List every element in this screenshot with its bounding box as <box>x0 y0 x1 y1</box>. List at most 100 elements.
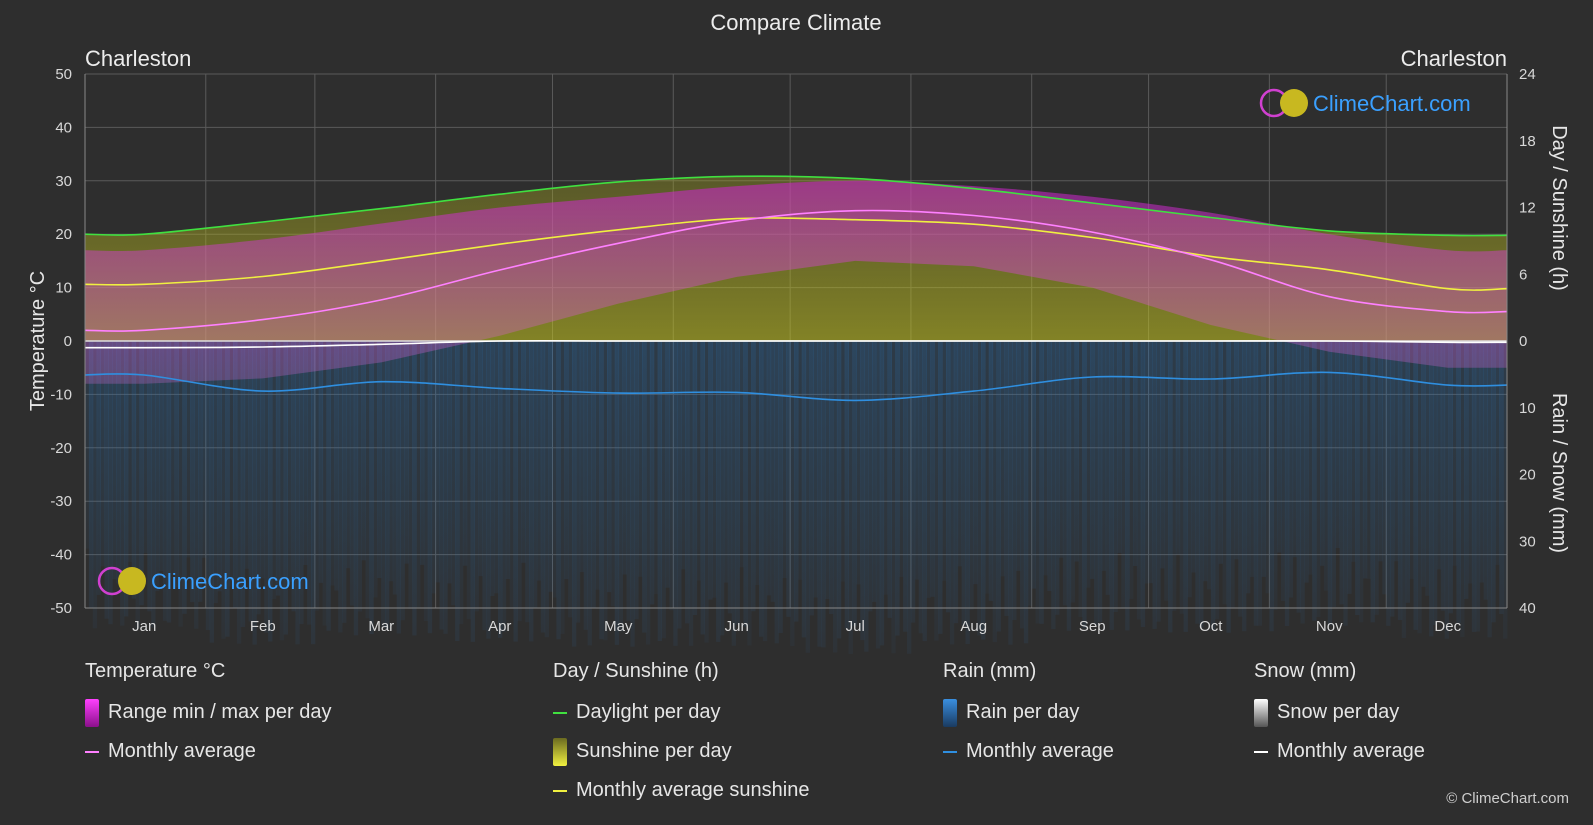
rain-bar <box>1433 341 1438 625</box>
rain-bar <box>934 341 939 641</box>
rain-bar <box>334 341 339 591</box>
rain-bar <box>260 341 265 579</box>
rain-bar <box>778 341 783 633</box>
chart-title: Compare Climate <box>710 10 881 35</box>
rain-bar <box>1168 341 1173 633</box>
rain-bar <box>1210 341 1216 631</box>
rain-bar <box>548 341 553 592</box>
rain-bar <box>759 341 764 637</box>
rain-bar <box>1456 341 1461 623</box>
rain-bar <box>860 341 865 641</box>
rain-bar <box>568 341 573 618</box>
rain-bar <box>953 341 959 624</box>
rain-bar <box>1261 341 1266 577</box>
temperature-range-band <box>85 180 1507 384</box>
rain-bar <box>116 341 121 584</box>
rain-bar <box>1218 341 1223 564</box>
rain-bar <box>1487 341 1492 638</box>
rain-bar <box>1020 341 1025 629</box>
rain-bar <box>677 341 682 629</box>
rain-bar <box>716 341 721 642</box>
rain-bar <box>833 341 838 653</box>
rain-bar <box>1421 341 1426 587</box>
temperature-range-area <box>85 180 1507 384</box>
rain-bar <box>564 341 569 580</box>
rain-bar <box>385 341 390 629</box>
rain-bar <box>868 341 873 612</box>
rain-bar <box>209 341 214 643</box>
y-left-tick-label: 0 <box>64 333 72 350</box>
rain-bar <box>194 341 199 629</box>
rain-bar <box>318 341 324 583</box>
legend-item-rain: Rain per day <box>943 693 1114 732</box>
snow-avg-line <box>84 339 1508 349</box>
rain-bar <box>599 341 604 640</box>
rain-bar <box>338 341 343 633</box>
rain-bar <box>1082 341 1087 629</box>
rain-bar <box>1059 341 1064 558</box>
rain-bar <box>498 341 503 638</box>
rain-bar <box>575 341 581 623</box>
rain-bar <box>973 341 978 585</box>
rain-bar <box>607 341 612 593</box>
sunshine-swatch <box>553 737 567 766</box>
rain-bar <box>486 341 491 639</box>
rain-bar <box>361 341 366 561</box>
rain-bar <box>1094 341 1099 626</box>
legend-item-snow: Snow per day <box>1254 693 1425 732</box>
rain-bar <box>377 341 382 578</box>
legend-rain: Rain (mm) Rain per day Monthly average <box>943 660 1114 771</box>
rain-bar <box>1308 341 1313 575</box>
rain-bar <box>159 341 164 571</box>
rain-bar <box>256 341 261 615</box>
rain-bar <box>353 341 359 636</box>
rain-bar <box>1269 341 1274 632</box>
rain-avg-line <box>84 371 1508 402</box>
rain-bar <box>1464 341 1469 599</box>
y-left-tick-label: -20 <box>50 440 72 457</box>
rain-bar <box>735 341 740 625</box>
rain-bar <box>104 341 109 619</box>
y-right-tick-label: 18 <box>1519 133 1536 150</box>
rain-bar <box>790 341 795 646</box>
rain-bar <box>1000 341 1005 577</box>
rain-bar <box>1401 341 1407 638</box>
rain-bar <box>264 341 269 633</box>
rain-bar <box>805 341 810 653</box>
legend-item-rain-avg: Monthly average <box>943 732 1114 771</box>
rain-bar <box>1366 341 1371 579</box>
rain-bar <box>416 341 421 609</box>
rain-bar <box>279 341 285 641</box>
rain-bar <box>1499 341 1504 614</box>
rain-bar <box>1078 341 1083 617</box>
rain-bar <box>957 341 962 567</box>
rain-bar <box>342 341 347 623</box>
rain-bar <box>899 341 904 577</box>
rain-bar <box>1187 341 1192 598</box>
rain-bar <box>455 341 460 641</box>
rain-bar <box>1452 341 1457 566</box>
rain-bar <box>685 341 690 624</box>
rain-bar <box>918 341 923 634</box>
rain-bar <box>1097 341 1103 622</box>
rain-bar <box>190 341 195 603</box>
rain-bar <box>1296 341 1301 613</box>
rain-bar <box>977 341 982 636</box>
rain-bar <box>147 341 152 612</box>
legend-heading: Snow (mm) <box>1254 660 1357 682</box>
rain-bar <box>797 341 803 580</box>
rain-bar <box>1008 341 1013 645</box>
rain-bar <box>459 341 464 625</box>
rain-bar <box>1172 341 1177 611</box>
rain-bar <box>1136 341 1142 620</box>
rain-bar <box>213 341 218 604</box>
rain-bar <box>1070 341 1075 603</box>
y-left-tick-label: 40 <box>55 119 72 136</box>
rain-bar <box>614 341 620 645</box>
rain-bar <box>1160 341 1165 569</box>
rain-bar <box>926 341 931 598</box>
rain-bar <box>1152 341 1157 629</box>
rain-bar <box>1031 341 1036 589</box>
rain-bar <box>1483 341 1488 600</box>
rain-bar <box>127 341 133 562</box>
